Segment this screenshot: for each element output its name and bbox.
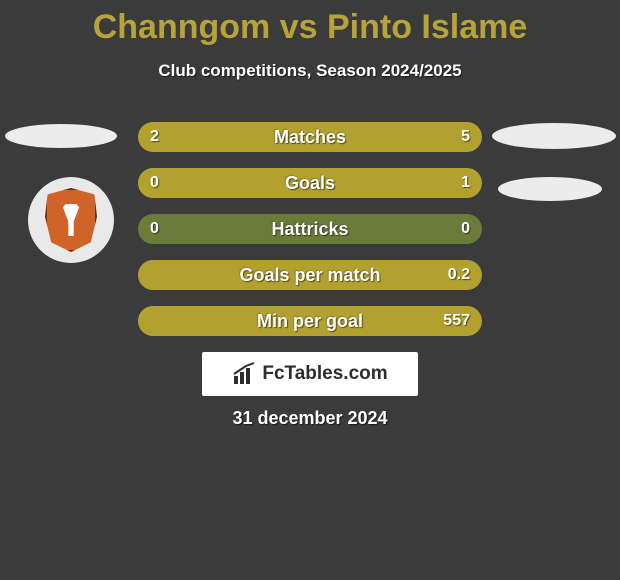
bar-value-left: 0 <box>150 214 159 244</box>
player-left-ellipse-1 <box>5 124 117 148</box>
page-title: Channgom vs Pinto Islame <box>0 0 620 47</box>
bar-value-right: 1 <box>461 168 470 198</box>
bar-label: Min per goal <box>138 306 482 336</box>
comparison-bars: Matches25Goals01Hattricks00Goals per mat… <box>138 122 482 352</box>
bar-row: Min per goal557 <box>138 306 482 336</box>
club-badge-left <box>28 177 114 263</box>
bar-label: Goals per match <box>138 260 482 290</box>
bar-label: Goals <box>138 168 482 198</box>
bar-row: Goals per match0.2 <box>138 260 482 290</box>
bar-value-right: 0 <box>461 214 470 244</box>
bar-label: Matches <box>138 122 482 152</box>
date-label: 31 december 2024 <box>0 408 620 429</box>
bar-value-left: 2 <box>150 122 159 152</box>
brand-box[interactable]: FcTables.com <box>202 352 418 396</box>
bar-row: Matches2 5 <box>138 122 482 152</box>
bar-value-left: 0 <box>150 168 159 198</box>
bar-value-right: 5 <box>461 122 470 152</box>
player-right-ellipse-2 <box>498 177 602 201</box>
player-right-ellipse-1 <box>492 123 616 149</box>
bar-value-right: 0.2 <box>448 260 470 290</box>
bar-row: Hattricks0 0 <box>138 214 482 244</box>
brand-text: FcTables.com <box>262 363 387 385</box>
glass-icon <box>62 204 80 236</box>
bar-label: Hattricks <box>138 214 482 244</box>
bar-value-right: 557 <box>443 306 470 336</box>
page-subtitle: Club competitions, Season 2024/2025 <box>0 61 620 81</box>
bar-row: Goals0 1 <box>138 168 482 198</box>
shield-icon <box>45 188 97 252</box>
bar-chart-icon <box>232 362 256 386</box>
